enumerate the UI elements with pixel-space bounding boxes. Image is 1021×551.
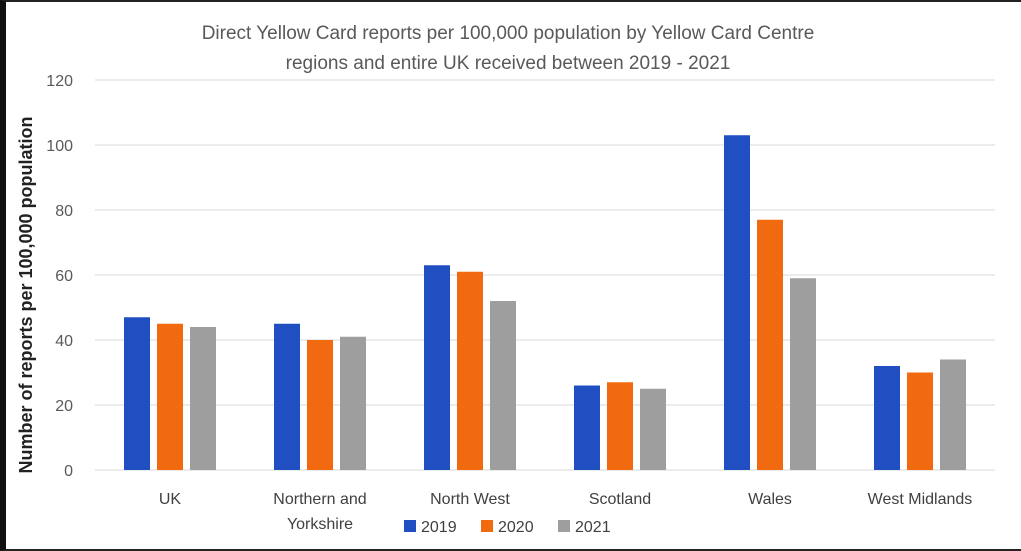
bar-2020-0 [157, 323, 183, 470]
bar-2020-1 [307, 340, 333, 470]
chart-title: Direct Yellow Card reports per 100,000 p… [202, 23, 815, 74]
legend-swatch-2019 [404, 520, 416, 532]
y-tick-label: 40 [55, 333, 73, 350]
y-axis-label: Number of reports per 100,000 population [16, 116, 36, 473]
bar-2020-3 [607, 382, 633, 470]
legend-label-2019: 2019 [421, 519, 457, 536]
chart-title-line-2: regions and entire UK received between 2… [286, 53, 731, 74]
x-category-label: Northern and [273, 491, 366, 508]
x-category-label: Wales [748, 491, 792, 508]
legend-label-2020: 2020 [498, 519, 534, 536]
legend-swatch-2020 [481, 520, 493, 532]
bar-2019-1 [274, 323, 300, 470]
x-category-label: North West [430, 491, 510, 508]
bars [124, 135, 966, 470]
y-tick-label: 20 [55, 398, 73, 415]
x-category-label: West Midlands [868, 491, 973, 508]
bar-2019-3 [574, 385, 600, 470]
y-tick-label: 0 [64, 463, 73, 480]
y-axis-ticks: 0 20 40 60 80 100 120 [46, 73, 73, 480]
bar-2020-4 [757, 219, 783, 470]
x-category-label: UK [159, 491, 182, 508]
legend: 2019 2020 2021 [404, 519, 611, 536]
bar-2019-5 [874, 366, 900, 470]
y-tick-label: 60 [55, 268, 73, 285]
legend-label-2021: 2021 [575, 519, 611, 536]
bar-2019-0 [124, 317, 150, 470]
legend-swatch-2021 [558, 520, 570, 532]
bar-2021-5 [940, 359, 966, 470]
x-axis-categories: UK Northern and Yorkshire North West Scotlan… [159, 491, 972, 533]
x-category-label: Yorkshire [287, 516, 353, 533]
chart-title-line-1: Direct Yellow Card reports per 100,000 p… [202, 23, 815, 44]
bar-2021-1 [340, 336, 366, 470]
gridlines [95, 79, 995, 471]
bar-2020-2 [457, 271, 483, 470]
bar-2019-2 [424, 265, 450, 470]
bar-2021-4 [790, 278, 816, 470]
bar-2021-2 [490, 301, 516, 470]
y-tick-label: 100 [46, 138, 73, 155]
bar-2021-3 [640, 388, 666, 470]
bar-2019-4 [724, 135, 750, 470]
y-tick-label: 80 [55, 203, 73, 220]
bar-2020-5 [907, 372, 933, 470]
y-tick-label: 120 [46, 73, 73, 90]
bar-2021-0 [190, 327, 216, 470]
x-category-label: Scotland [589, 491, 651, 508]
